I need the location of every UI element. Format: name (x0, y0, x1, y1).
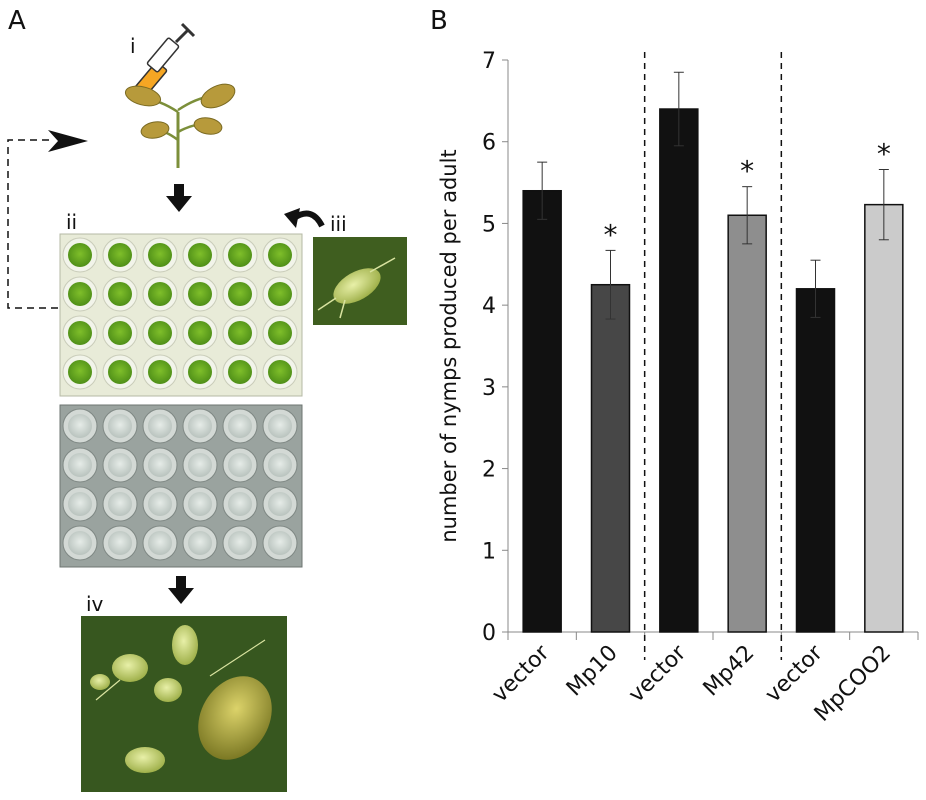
empty-well (228, 414, 252, 438)
x-tick-label: Mp10 (562, 641, 623, 702)
empty-well (228, 531, 252, 555)
empty-well (148, 492, 172, 516)
leaf-disc (68, 282, 92, 306)
leaf-disc (68, 243, 92, 267)
empty-well (68, 414, 92, 438)
empty-well (228, 453, 252, 477)
leaf-disc (268, 282, 292, 306)
empty-well (108, 492, 132, 516)
empty-well (68, 531, 92, 555)
y-tick-label: 7 (482, 49, 496, 74)
x-tick-label: vector (761, 640, 829, 708)
leaf-disc (188, 321, 212, 345)
leaf-disc (108, 321, 132, 345)
empty-well (108, 414, 132, 438)
y-tick-label: 1 (482, 539, 496, 564)
step-iii-label: iii (330, 212, 347, 236)
x-tick-label: vector (487, 640, 555, 708)
leaf-disc (68, 360, 92, 384)
panel-a-illustration (7, 22, 407, 792)
y-tick-label: 2 (482, 458, 496, 483)
panel-a-letter: A (8, 6, 26, 36)
empty-well (268, 492, 292, 516)
aphid-closeup-image (313, 237, 407, 325)
empty-well (148, 414, 172, 438)
panel-b-letter: B (430, 6, 448, 36)
y-tick-label: 6 (482, 131, 496, 156)
empty-well (268, 531, 292, 555)
bar (864, 203, 904, 633)
bar (659, 108, 699, 633)
y-tick-label: 4 (482, 294, 496, 319)
dashed-loop-arrow (7, 130, 88, 309)
leaf-disc (228, 360, 252, 384)
significance-marker: * (604, 218, 618, 251)
down-arrow-icon (166, 184, 192, 212)
step-ii-label: ii (66, 210, 78, 234)
x-tick-label: Mp42 (699, 641, 760, 702)
leaf-disc (108, 243, 132, 267)
plant-icon (124, 83, 236, 168)
step-iv-label: iv (86, 592, 104, 616)
leaf-disc (228, 282, 252, 306)
leaf-disc (108, 282, 132, 306)
bar (522, 189, 562, 633)
empty-well-plate (59, 404, 303, 568)
empty-well (188, 414, 212, 438)
y-axis-label: number of nymps produced per adult (437, 149, 461, 542)
leaf-disc (148, 282, 172, 306)
empty-well (268, 414, 292, 438)
x-tick-label: vector (624, 640, 692, 708)
empty-well (228, 492, 252, 516)
empty-well (188, 531, 212, 555)
empty-well (68, 453, 92, 477)
significance-marker: * (740, 155, 754, 188)
empty-well (108, 531, 132, 555)
down-arrow-icon (168, 576, 194, 604)
y-tick-label: 5 (482, 212, 496, 237)
bar (795, 288, 836, 633)
curved-arrow-icon (284, 208, 325, 228)
bar (727, 214, 767, 633)
leaf-disc (108, 360, 132, 384)
leaf-disc (268, 360, 292, 384)
empty-well (268, 453, 292, 477)
step-i-label: i (130, 34, 136, 58)
empty-well (148, 531, 172, 555)
empty-well (188, 492, 212, 516)
y-tick-label: 0 (482, 621, 496, 646)
leaf-disc (228, 321, 252, 345)
leaf-disc-plate (59, 233, 303, 397)
leaf-disc (148, 243, 172, 267)
leaf-disc (148, 321, 172, 345)
empty-well (188, 453, 212, 477)
empty-well (108, 453, 132, 477)
leaf-disc (268, 243, 292, 267)
leaf-disc (148, 360, 172, 384)
leaf-disc (68, 321, 92, 345)
leaf-disc (188, 243, 212, 267)
bar (590, 283, 631, 633)
leaf-disc (228, 243, 252, 267)
aphid-colony-image (81, 616, 287, 792)
leaf-disc (268, 321, 292, 345)
empty-well (68, 492, 92, 516)
y-tick-label: 3 (482, 376, 496, 401)
significance-marker: * (877, 137, 891, 170)
leaf-disc (188, 282, 212, 306)
leaf-disc (188, 360, 212, 384)
empty-well (148, 453, 172, 477)
